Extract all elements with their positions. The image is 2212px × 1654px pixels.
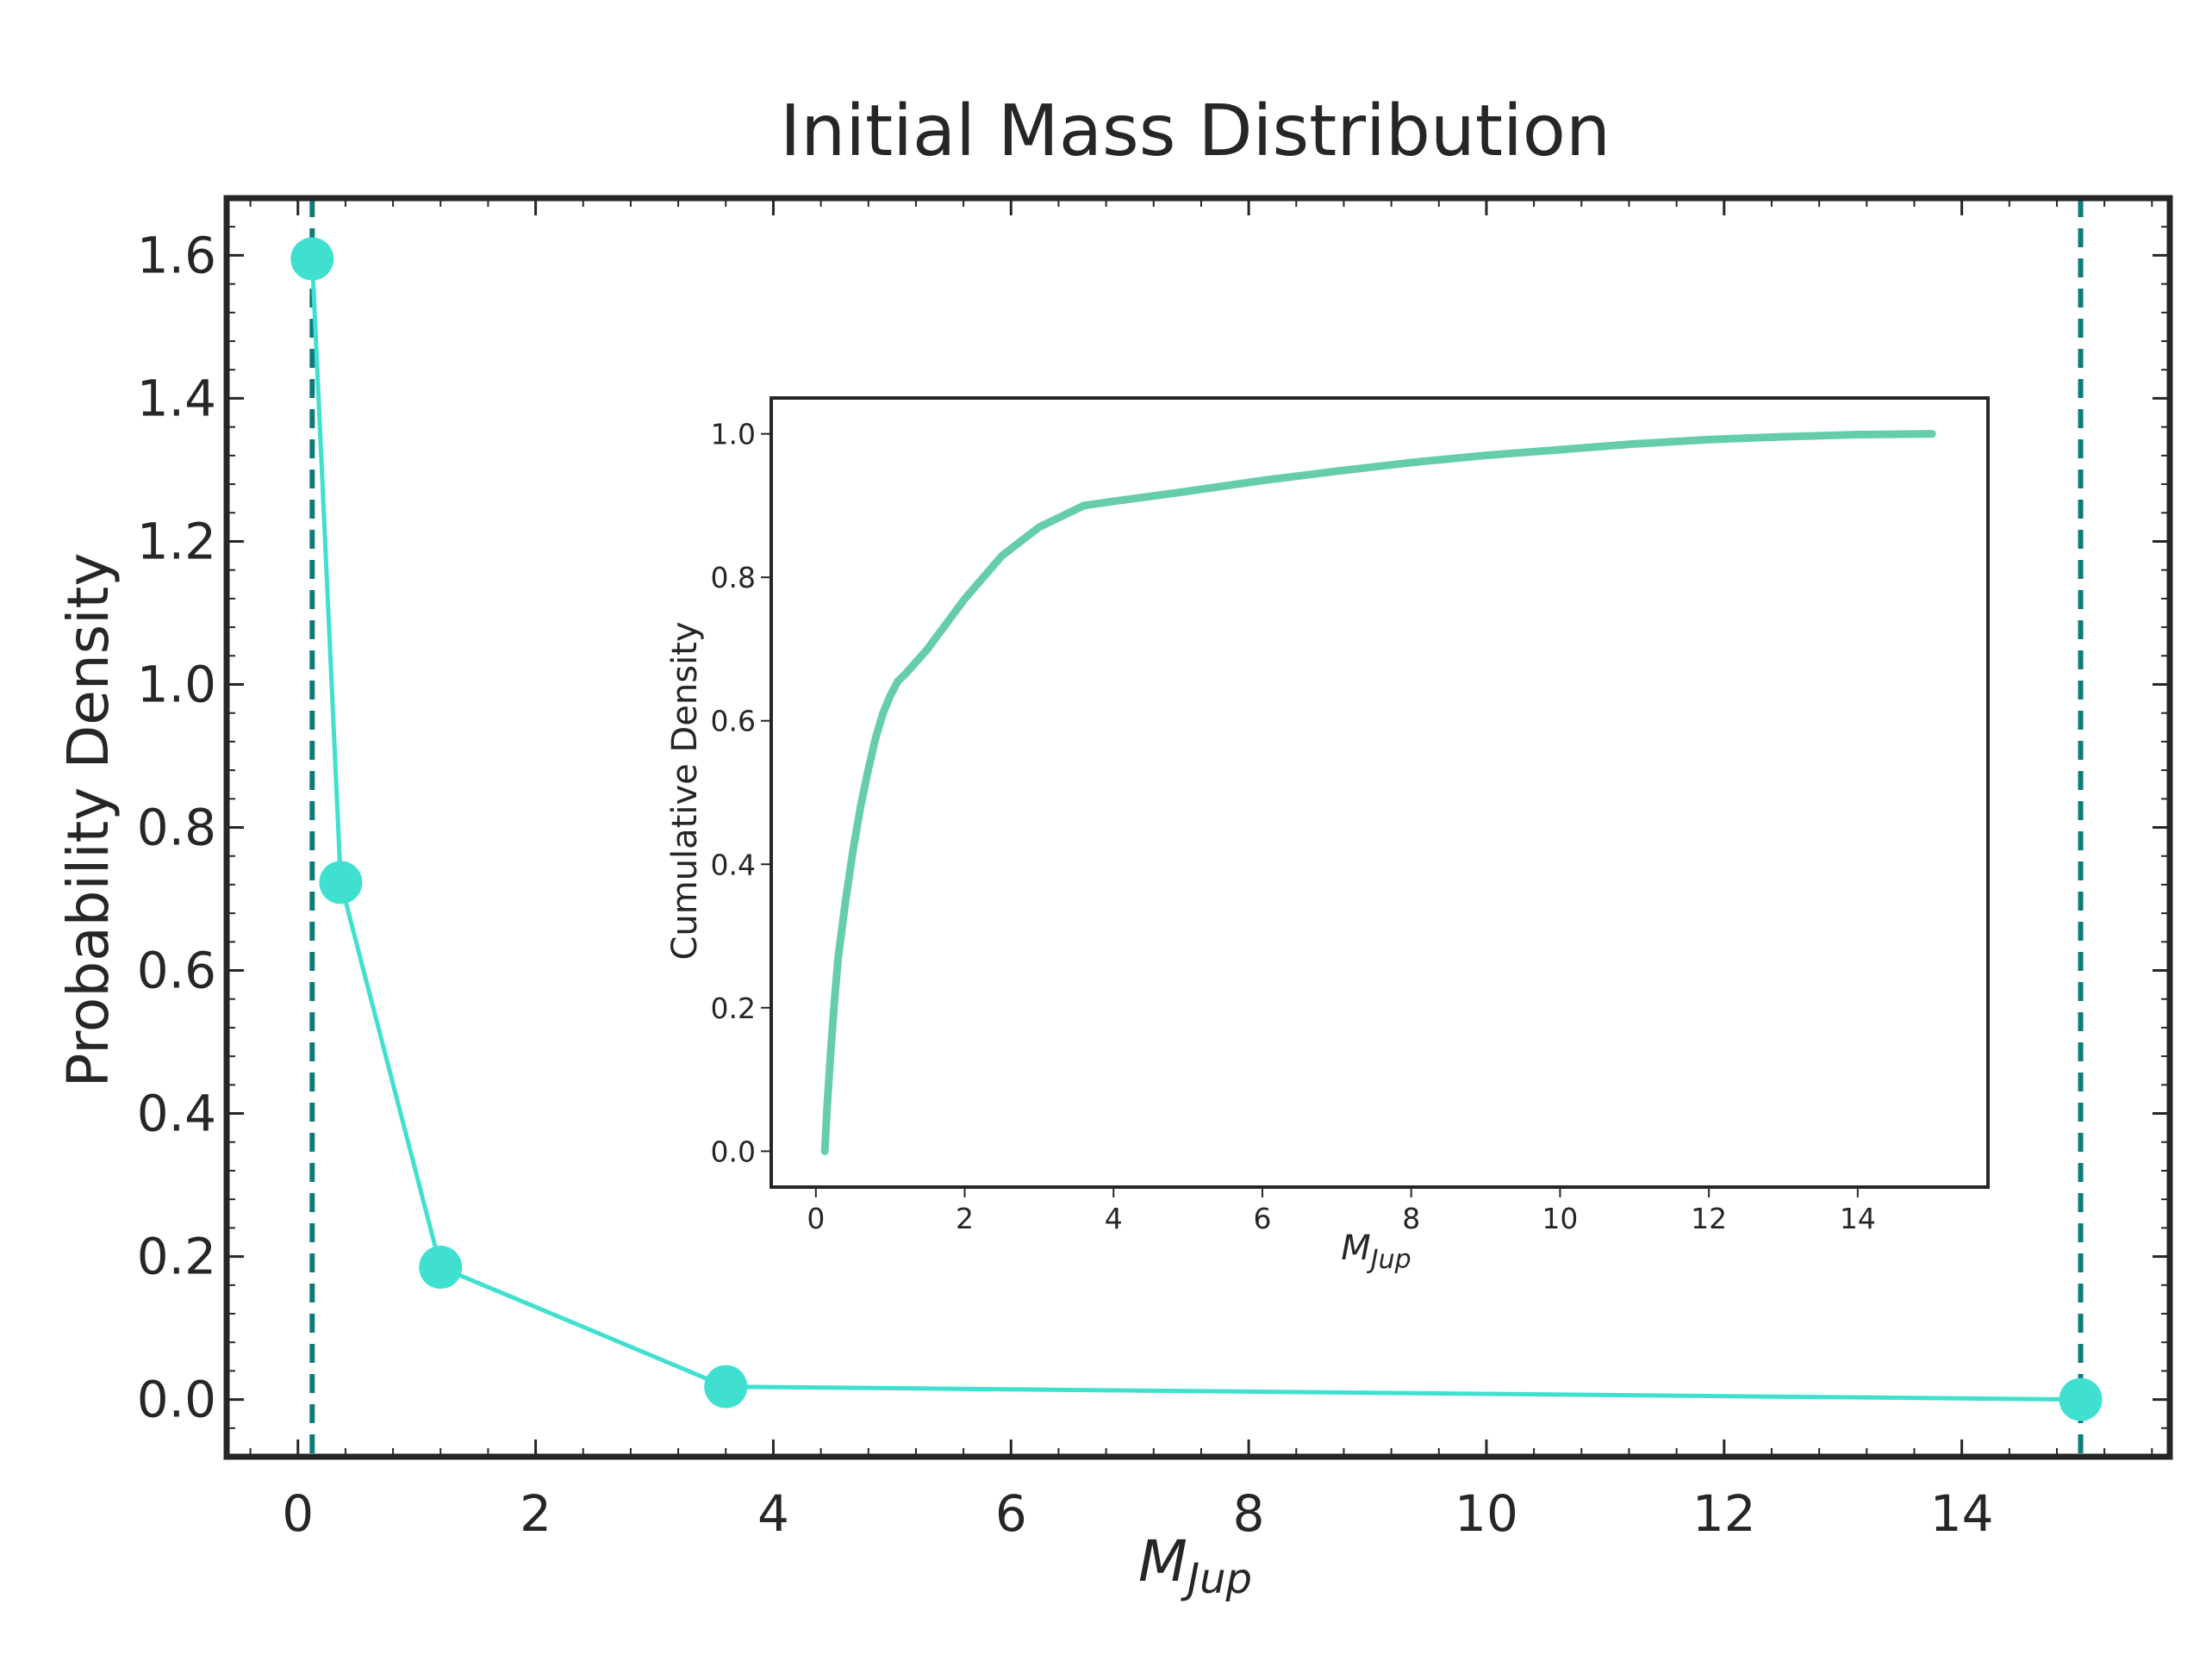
main-plot-frame — [223, 195, 2173, 1460]
inset-background — [771, 398, 1988, 1187]
inset-x-tick-label: 0 — [807, 1202, 825, 1235]
chart-title: Initial Mass Distribution — [780, 90, 1611, 172]
inset-x-tick-label: 10 — [1542, 1202, 1578, 1235]
y-tick-label: 0.2 — [137, 1228, 216, 1286]
main-plot: 0 2 4 6 8 10 12 14 0.0 0.2 0.4 0.6 0.8 1.0 1.2 1.4 1.6 — [137, 195, 2173, 1543]
cumulative-line — [820, 430, 1936, 1155]
x-tick-label: 10 — [1455, 1484, 1518, 1543]
inset-y-tick-label: 0.6 — [711, 705, 756, 738]
y-tick-label: 1.6 — [137, 226, 216, 284]
x-tick-label: 12 — [1692, 1484, 1756, 1543]
inset-plot: 0 2 4 6 8 10 12 14 0.0 0.2 0.4 0.6 0.8 1.0 — [711, 396, 1990, 1235]
inset-x-tick-label: 12 — [1691, 1202, 1727, 1235]
inset-y-tick-label: 0.2 — [711, 992, 756, 1025]
inset-x-tick-label: 4 — [1105, 1202, 1123, 1235]
data-point — [2059, 1377, 2103, 1421]
inset-x-axis-label: MJup — [1341, 1228, 1411, 1275]
y-tick-label: 0.6 — [137, 942, 216, 1000]
inset-x-tick-label: 2 — [956, 1202, 974, 1235]
data-point — [290, 237, 334, 281]
inset-x-axis-label-base: M — [1341, 1228, 1371, 1268]
inset-x-tick-label: 14 — [1840, 1202, 1876, 1235]
inset-y-tick-label: 0.0 — [711, 1135, 756, 1168]
x-tick-label: 0 — [282, 1484, 314, 1543]
inset-x-tick-label: 6 — [1253, 1202, 1271, 1235]
main-x-axis-label-base: M — [1138, 1528, 1187, 1595]
y-tick-label: 0.0 — [137, 1371, 216, 1429]
main-x-axis-label-sub: Jup — [1181, 1555, 1252, 1603]
y-tick-label: 1.4 — [137, 369, 216, 427]
inset-y-tick-label: 1.0 — [711, 418, 756, 451]
y-tick-label: 0.4 — [137, 1085, 216, 1143]
inset-y-tick-label: 0.4 — [711, 848, 756, 881]
x-tick-label: 2 — [520, 1484, 551, 1543]
x-tick-label: 4 — [757, 1484, 789, 1543]
inset-plot-frame — [770, 396, 1990, 1189]
inset-y-axis-label: Cumulative Density — [665, 621, 705, 960]
x-tick-label: 14 — [1930, 1484, 1994, 1543]
x-tick-label: 6 — [995, 1484, 1027, 1543]
inset-y-tick-label: 0.8 — [711, 561, 756, 594]
main-x-axis-label: MJup — [1138, 1528, 1252, 1603]
inset-x-axis-label-sub: Jup — [1367, 1245, 1411, 1275]
y-tick-label: 0.8 — [137, 799, 216, 857]
inset-x-tick-label: 8 — [1402, 1202, 1420, 1235]
x-tick-label: 8 — [1233, 1484, 1265, 1543]
data-point — [704, 1365, 748, 1408]
y-tick-label: 1.2 — [137, 512, 216, 570]
main-y-axis-label: Probability Density — [55, 553, 122, 1088]
data-point — [419, 1246, 463, 1290]
data-point — [319, 861, 363, 905]
y-tick-label: 1.0 — [137, 655, 216, 713]
